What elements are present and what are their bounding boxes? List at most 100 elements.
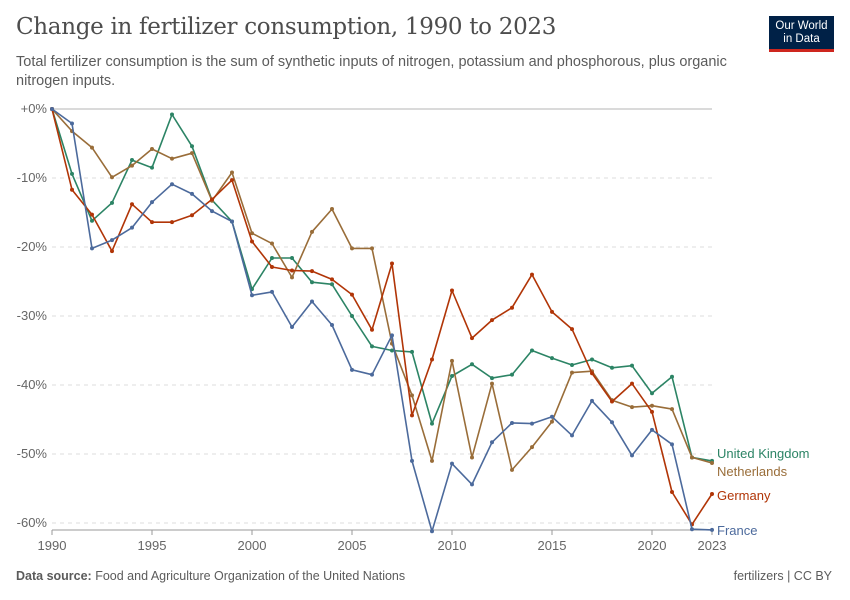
data-point[interactable] bbox=[130, 202, 134, 207]
data-point[interactable] bbox=[290, 256, 294, 261]
data-point[interactable] bbox=[550, 356, 554, 361]
data-point[interactable] bbox=[510, 467, 514, 472]
data-point[interactable] bbox=[370, 372, 374, 377]
data-point[interactable] bbox=[430, 458, 434, 463]
data-point[interactable] bbox=[150, 147, 154, 152]
data-point[interactable] bbox=[690, 527, 694, 532]
data-point[interactable] bbox=[270, 289, 274, 294]
data-point[interactable] bbox=[370, 344, 374, 349]
data-point[interactable] bbox=[430, 529, 434, 534]
data-point[interactable] bbox=[290, 275, 294, 280]
data-source-text[interactable]: Food and Agriculture Organization of the… bbox=[95, 569, 406, 583]
data-point[interactable] bbox=[490, 381, 494, 386]
data-point[interactable] bbox=[230, 178, 234, 183]
data-point[interactable] bbox=[450, 461, 454, 466]
series-netherlands[interactable] bbox=[50, 107, 714, 472]
data-point[interactable] bbox=[530, 272, 534, 277]
data-point[interactable] bbox=[510, 372, 514, 377]
data-point[interactable] bbox=[310, 229, 314, 234]
data-point[interactable] bbox=[370, 246, 374, 251]
series-line[interactable] bbox=[51, 108, 713, 471]
series-label[interactable]: France bbox=[717, 523, 757, 538]
data-point[interactable] bbox=[250, 231, 254, 236]
data-point[interactable] bbox=[650, 409, 654, 414]
series-france[interactable] bbox=[50, 107, 714, 534]
data-point[interactable] bbox=[410, 413, 414, 418]
data-point[interactable] bbox=[570, 433, 574, 438]
data-point[interactable] bbox=[570, 370, 574, 375]
data-point[interactable] bbox=[230, 170, 234, 175]
data-point[interactable] bbox=[390, 333, 394, 338]
data-point[interactable] bbox=[230, 219, 234, 224]
data-point[interactable] bbox=[90, 212, 94, 217]
data-point[interactable] bbox=[330, 207, 334, 212]
data-point[interactable] bbox=[610, 365, 614, 370]
data-point[interactable] bbox=[590, 371, 594, 376]
data-point[interactable] bbox=[530, 445, 534, 450]
data-point[interactable] bbox=[190, 213, 194, 218]
data-point[interactable] bbox=[50, 107, 54, 111]
data-point[interactable] bbox=[550, 414, 554, 419]
data-point[interactable] bbox=[170, 156, 174, 161]
data-point[interactable] bbox=[550, 309, 554, 314]
data-point[interactable] bbox=[630, 381, 634, 386]
data-point[interactable] bbox=[430, 421, 434, 426]
data-point[interactable] bbox=[110, 200, 114, 205]
data-point[interactable] bbox=[330, 282, 334, 287]
data-point[interactable] bbox=[590, 398, 594, 403]
data-point[interactable] bbox=[670, 442, 674, 447]
data-point[interactable] bbox=[350, 367, 354, 372]
data-point[interactable] bbox=[370, 327, 374, 332]
data-point[interactable] bbox=[410, 458, 414, 463]
data-point[interactable] bbox=[90, 246, 94, 251]
data-point[interactable] bbox=[450, 288, 454, 293]
data-point[interactable] bbox=[630, 363, 634, 368]
series-label[interactable]: United Kingdom bbox=[717, 446, 810, 461]
data-point[interactable] bbox=[670, 489, 674, 494]
data-point[interactable] bbox=[310, 299, 314, 304]
data-point[interactable] bbox=[490, 376, 494, 381]
data-point[interactable] bbox=[650, 427, 654, 432]
data-point[interactable] bbox=[530, 421, 534, 426]
data-point[interactable] bbox=[630, 405, 634, 410]
data-point[interactable] bbox=[130, 225, 134, 230]
data-point[interactable] bbox=[650, 403, 654, 408]
data-point[interactable] bbox=[190, 151, 194, 156]
data-point[interactable] bbox=[470, 455, 474, 460]
data-point[interactable] bbox=[670, 407, 674, 412]
data-point[interactable] bbox=[290, 268, 294, 273]
data-point[interactable] bbox=[510, 305, 514, 310]
data-point[interactable] bbox=[70, 121, 74, 126]
series-line[interactable] bbox=[51, 108, 713, 462]
data-point[interactable] bbox=[170, 220, 174, 225]
data-point[interactable] bbox=[670, 374, 674, 379]
data-point[interactable] bbox=[650, 391, 654, 396]
data-point[interactable] bbox=[310, 280, 314, 285]
license-text[interactable]: fertilizers | CC BY bbox=[733, 569, 832, 583]
data-point[interactable] bbox=[470, 482, 474, 487]
data-point[interactable] bbox=[510, 420, 514, 425]
data-point[interactable] bbox=[430, 357, 434, 362]
data-point[interactable] bbox=[190, 191, 194, 196]
data-point[interactable] bbox=[330, 277, 334, 282]
data-point[interactable] bbox=[250, 239, 254, 244]
data-point[interactable] bbox=[70, 187, 74, 192]
data-point[interactable] bbox=[450, 358, 454, 363]
data-point[interactable] bbox=[90, 218, 94, 223]
data-point[interactable] bbox=[610, 399, 614, 404]
data-point[interactable] bbox=[190, 144, 194, 149]
data-point[interactable] bbox=[250, 293, 254, 298]
data-point[interactable] bbox=[170, 182, 174, 187]
data-point[interactable] bbox=[390, 261, 394, 266]
data-point[interactable] bbox=[210, 197, 214, 202]
data-point[interactable] bbox=[90, 145, 94, 150]
data-point[interactable] bbox=[710, 527, 714, 532]
data-point[interactable] bbox=[170, 112, 174, 117]
data-point[interactable] bbox=[570, 362, 574, 367]
owid-logo[interactable]: Our World in Data bbox=[769, 16, 834, 52]
data-point[interactable] bbox=[490, 440, 494, 445]
data-point[interactable] bbox=[110, 249, 114, 254]
data-point[interactable] bbox=[570, 327, 574, 332]
data-point[interactable] bbox=[270, 256, 274, 261]
data-point[interactable] bbox=[330, 322, 334, 327]
